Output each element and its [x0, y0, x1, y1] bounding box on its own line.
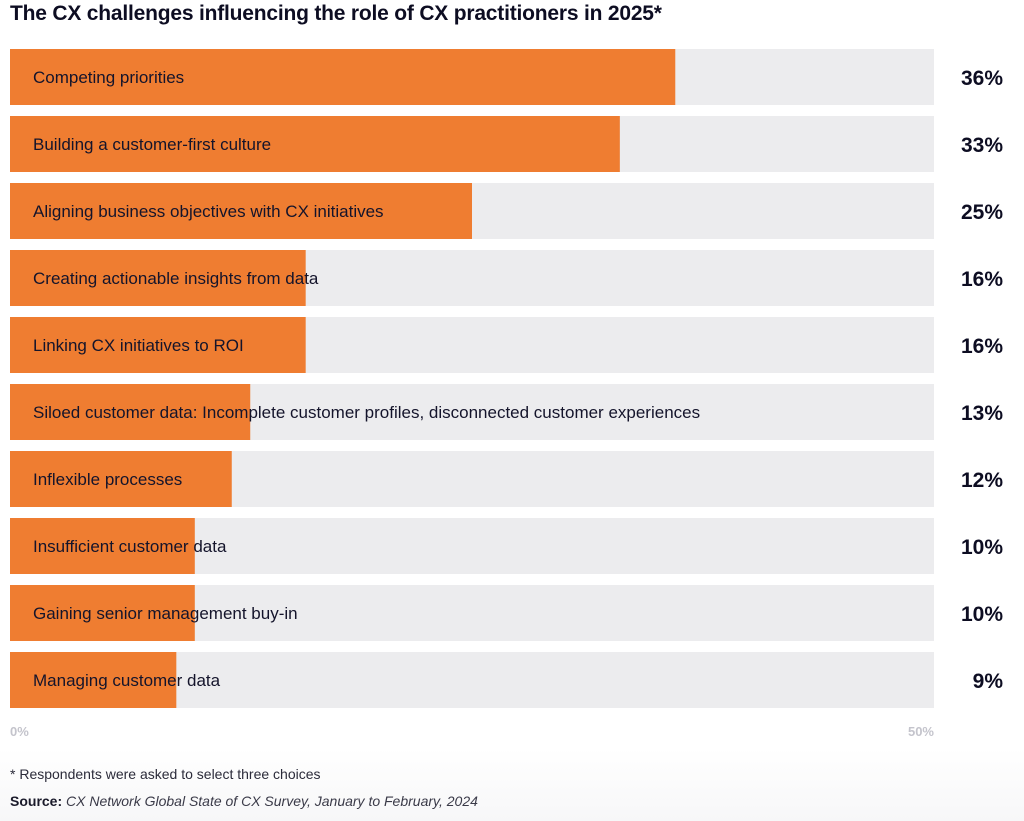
- value-label: 10%: [961, 603, 1003, 626]
- source-text: CX Network Global State of CX Survey, Ja…: [66, 793, 478, 809]
- axis-ticks: 0% 50%: [10, 724, 934, 739]
- tick-label: 0%: [10, 724, 29, 739]
- bar: [10, 384, 251, 440]
- bar: [10, 585, 195, 641]
- bar: [10, 451, 232, 507]
- bar: [10, 183, 472, 239]
- value-label: 13%: [961, 402, 1003, 425]
- footer-background: [0, 748, 1024, 821]
- source-line: Source: CX Network Global State of CX Su…: [10, 793, 478, 809]
- category-label: Gaining senior management buy-in: [33, 604, 298, 623]
- category-label: Siloed customer data: Incomplete custome…: [33, 403, 700, 422]
- category-label: Linking CX initiatives to ROI: [33, 336, 244, 355]
- category-labels: Competing priorities Building a customer-…: [33, 68, 700, 690]
- bar: [10, 49, 676, 105]
- value-label: 33%: [961, 134, 1003, 157]
- value-label: 16%: [961, 268, 1003, 291]
- category-label: Creating actionable insights from data: [33, 269, 319, 288]
- category-label: Managing customer data: [33, 671, 221, 690]
- value-label: 25%: [961, 201, 1003, 224]
- category-label: Competing priorities: [33, 68, 184, 87]
- value-label: 9%: [973, 670, 1004, 693]
- category-label: Building a customer-first culture: [33, 135, 271, 154]
- chart-title: The CX challenges influencing the role o…: [10, 2, 662, 25]
- bar: [10, 317, 306, 373]
- bar: [10, 518, 195, 574]
- value-label: 12%: [961, 469, 1003, 492]
- bar: [10, 250, 306, 306]
- category-label: Aligning business objectives with CX ini…: [33, 202, 384, 221]
- category-label: Insufficient customer data: [33, 537, 227, 556]
- value-label: 10%: [961, 536, 1003, 559]
- value-label: 16%: [961, 335, 1003, 358]
- bar: [10, 652, 177, 708]
- bar: [10, 116, 620, 172]
- source-label: Source:: [10, 793, 63, 809]
- value-labels: 36% 33% 25% 16% 16% 13% 12% 10% 10% 9%: [961, 67, 1003, 693]
- bars: [10, 49, 676, 708]
- footnote: * Respondents were asked to select three…: [10, 766, 321, 782]
- tick-label: 50%: [908, 724, 934, 739]
- category-label: Inflexible processes: [33, 470, 182, 489]
- value-label: 36%: [961, 67, 1003, 90]
